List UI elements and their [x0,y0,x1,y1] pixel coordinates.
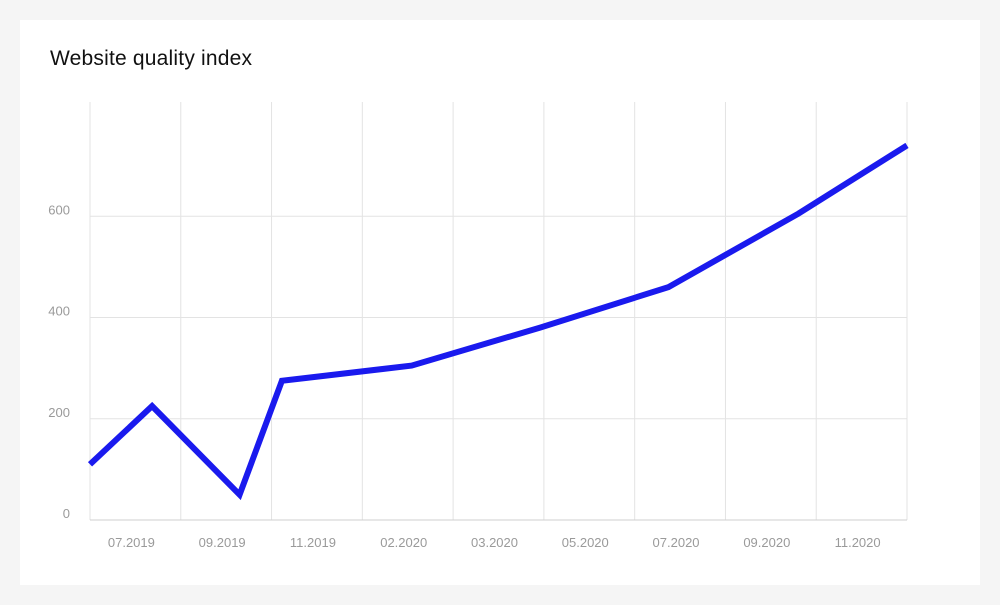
x-tick-label: 05.2020 [562,535,609,550]
x-tick-label: 11.2019 [290,535,336,550]
y-tick-label: 600 [48,202,70,217]
x-tick-label: 07.2019 [108,535,155,550]
chart-title: Website quality index [50,47,253,70]
y-tick-label: 0 [63,506,70,521]
series-line [87,142,909,501]
y-tick-label: 200 [48,405,70,420]
x-tick-labels: 07.2019 09.2019 11.2019 02.2020 03.2020 05.20… [108,535,881,550]
x-tick-label: 09.2019 [199,535,246,550]
grid [89,102,908,520]
chart-card: Website quality index 0 200 400 600 07.2019… [20,20,980,585]
series [87,142,909,501]
x-tick-label: 07.2020 [653,535,700,550]
y-tick-labels: 0 200 400 600 [48,202,70,521]
x-tick-label: 03.2020 [471,535,518,550]
x-tick-label: 11.2020 [835,535,881,550]
x-tick-label: 02.2020 [380,535,427,550]
y-tick-label: 400 [48,304,70,319]
x-tick-label: 09.2020 [743,535,790,550]
